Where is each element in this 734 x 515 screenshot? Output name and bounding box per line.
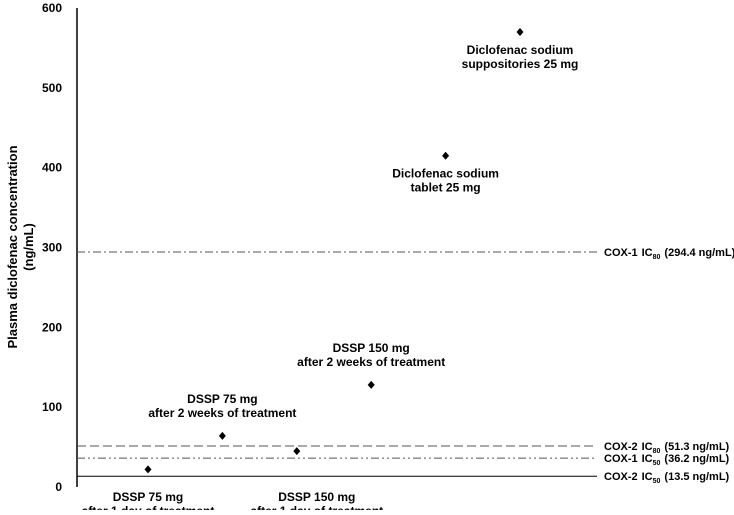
data-point-label: after 2 weeks of treatment: [148, 406, 296, 420]
data-point-label: Diclofenac sodium: [467, 43, 574, 57]
ic-subscript: 80: [653, 254, 661, 261]
reference-name: COX-2: [604, 441, 638, 453]
data-point-label: DSSP 75 mg: [113, 490, 183, 504]
reference-value: (13.5 ng/mL): [664, 471, 729, 483]
reference-lines: COX-1 IC80 (294.4 ng/mL)COX-2 IC80 (51.3 ng/…: [77, 247, 734, 485]
y-tick-label: 100: [42, 400, 62, 414]
data-point-marker: [144, 465, 152, 474]
data-point-label: Diclofenac sodium: [392, 167, 499, 181]
data-point-label: DSSP 75 mg: [187, 392, 257, 406]
data-point-marker: [516, 27, 524, 36]
data-point-label: after 2 weeks of treatment: [297, 355, 445, 369]
data-point-marker: [293, 447, 301, 456]
data-point-label: DSSP 150 mg: [278, 490, 355, 504]
data-point-marker: [442, 151, 450, 160]
data-point-marker: [367, 380, 375, 389]
ic-subscript: 50: [653, 478, 661, 485]
data-point-label: DSSP 150 mg: [333, 341, 410, 355]
y-axis: 0 100 200 300 400 500 600: [42, 1, 78, 494]
data-point-marker: [218, 431, 226, 440]
reference-line-label: COX-2 IC80 (51.3 ng/mL): [604, 441, 730, 455]
data-point-label: after 1 day of treatment: [250, 504, 383, 510]
reference-name: COX-2: [604, 471, 638, 483]
y-axis-title-line2: (ng/mL): [21, 223, 36, 271]
ic-subscript: 50: [653, 460, 661, 467]
reference-name: COX-1: [604, 453, 638, 465]
y-tick-label: 300: [42, 241, 62, 255]
ic-prefix: IC: [642, 247, 653, 259]
y-tick-label: 500: [42, 81, 62, 95]
reference-line-label: COX-1 IC50 (36.2 ng/mL): [604, 453, 730, 467]
reference-line-label: COX-1 IC80 (294.4 ng/mL): [604, 247, 734, 261]
y-tick-label: 600: [42, 1, 62, 15]
reference-value: (51.3 ng/mL): [664, 441, 729, 453]
y-tick-label: 400: [42, 161, 62, 175]
reference-value: (36.2 ng/mL): [664, 453, 729, 465]
reference-line-label: COX-2 IC50 (13.5 ng/mL): [604, 471, 730, 485]
ic-prefix: IC: [642, 471, 653, 483]
ic-subscript: 80: [653, 448, 661, 455]
y-axis-title-line1: Plasma diclofenac concentration: [5, 145, 20, 348]
reference-value: (294.4 ng/mL): [664, 247, 734, 259]
y-tick-label: 0: [55, 480, 62, 494]
data-point-label: tablet 25 mg: [411, 181, 481, 195]
data-point-label: suppositories 25 mg: [462, 57, 579, 71]
data-point-label: after 1 day of treatment: [82, 504, 215, 510]
ic-prefix: IC: [642, 453, 653, 465]
y-tick-label: 200: [42, 320, 62, 334]
ic-prefix: IC: [642, 441, 653, 453]
reference-name: COX-1: [604, 247, 638, 259]
